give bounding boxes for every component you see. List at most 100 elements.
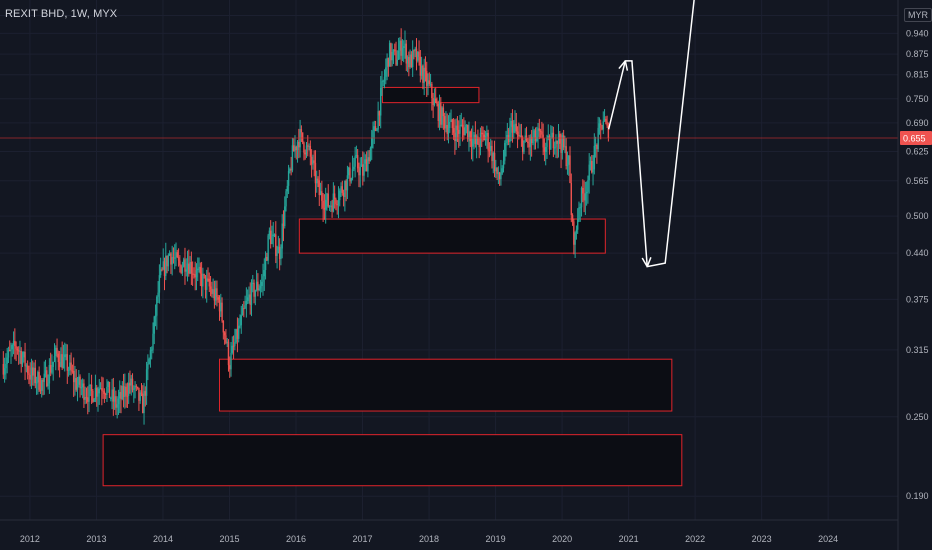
currency-badge[interactable]: MYR (904, 8, 932, 22)
candle-body (203, 274, 205, 276)
candle-body (450, 119, 452, 123)
candle-body (528, 143, 530, 148)
y-tick-label: 0.440 (906, 248, 929, 258)
candle-body (451, 119, 454, 129)
candle-body (403, 46, 405, 48)
candle-body (134, 385, 136, 389)
candle-body (191, 273, 194, 275)
candle-body (291, 145, 294, 171)
candle-body (571, 215, 574, 222)
candle-body (168, 253, 171, 256)
candle-body (48, 365, 51, 384)
candle-body (463, 127, 465, 136)
zone-rectangle (219, 358, 673, 412)
candle-body (409, 54, 411, 68)
y-tick-label: 0.875 (906, 49, 929, 59)
candle-body (83, 383, 85, 400)
candle-body (505, 139, 507, 144)
candle-body (440, 102, 442, 125)
arrow-head (624, 60, 629, 71)
candle-body (286, 185, 289, 192)
candle-body (174, 257, 176, 259)
candle-body (568, 155, 570, 165)
candle-body (323, 207, 326, 210)
candle-body (466, 125, 469, 140)
candle-body (472, 138, 474, 147)
candle-body (473, 134, 475, 139)
candle-body (298, 141, 300, 148)
candle-body (557, 133, 560, 144)
candle-body (307, 145, 309, 147)
candle-body (24, 351, 26, 367)
candle-body (378, 111, 381, 116)
candle-body (336, 204, 338, 206)
candle-body (551, 132, 553, 138)
candle-body (326, 193, 328, 200)
candle-body (333, 193, 336, 200)
candle-body (340, 186, 342, 191)
candle-body (305, 145, 308, 155)
candle-body (339, 190, 341, 201)
candle-body (67, 370, 70, 372)
candle-body (101, 388, 103, 391)
zone-rectangle (381, 86, 480, 104)
candle-body (204, 275, 207, 290)
candle-body (16, 348, 19, 351)
candle-body (55, 347, 57, 356)
x-tick-label: 2024 (818, 534, 838, 544)
candle-body (154, 315, 157, 317)
candle-body (344, 180, 346, 197)
candle-body (504, 143, 506, 161)
candle-body (510, 120, 512, 127)
candle-body (546, 137, 548, 147)
candle-body (423, 67, 425, 83)
candle-body (606, 121, 608, 126)
candle-body (252, 282, 254, 284)
candle-body (536, 136, 538, 142)
candle-body (317, 178, 319, 181)
candle-body (406, 57, 409, 64)
candle-body (408, 57, 410, 68)
candle-body (405, 43, 407, 64)
candle-body (264, 256, 267, 271)
candle-body (385, 67, 387, 77)
candle-body (545, 146, 547, 152)
candle-body (432, 98, 434, 106)
candle-body (602, 121, 604, 130)
candle-body (293, 145, 295, 152)
candle-body (491, 145, 493, 162)
candle-body (41, 380, 43, 391)
candle-body (257, 281, 259, 291)
candle-body (585, 191, 588, 194)
candle-body (162, 261, 164, 270)
candle-body (289, 168, 291, 172)
candle-body (30, 367, 33, 380)
candle-body (459, 125, 461, 134)
candle-body (588, 164, 590, 181)
candle-body (561, 135, 564, 153)
candle-body (363, 163, 365, 176)
candle-body (362, 164, 364, 176)
candle-body (84, 397, 86, 400)
symbol-title: REXIT BHD, 1W, MYX (5, 8, 118, 20)
candle-body (525, 135, 528, 142)
y-tick-label: 0.190 (906, 491, 929, 501)
candle-body (592, 169, 594, 173)
candle-body (394, 49, 396, 51)
candle-body (76, 384, 79, 390)
candle-body (442, 107, 445, 117)
candle-body (57, 353, 60, 363)
candle-body (447, 127, 450, 134)
candle-body (496, 167, 498, 174)
candle-body (318, 180, 320, 196)
candle-body (246, 297, 249, 301)
candle-body (182, 259, 185, 267)
candle-body (56, 347, 58, 354)
candle-body (502, 160, 505, 169)
candle-body (547, 136, 549, 138)
candle-body (358, 168, 360, 176)
candle-body (550, 137, 552, 150)
candle-body (605, 118, 607, 122)
candle-body (388, 43, 391, 67)
